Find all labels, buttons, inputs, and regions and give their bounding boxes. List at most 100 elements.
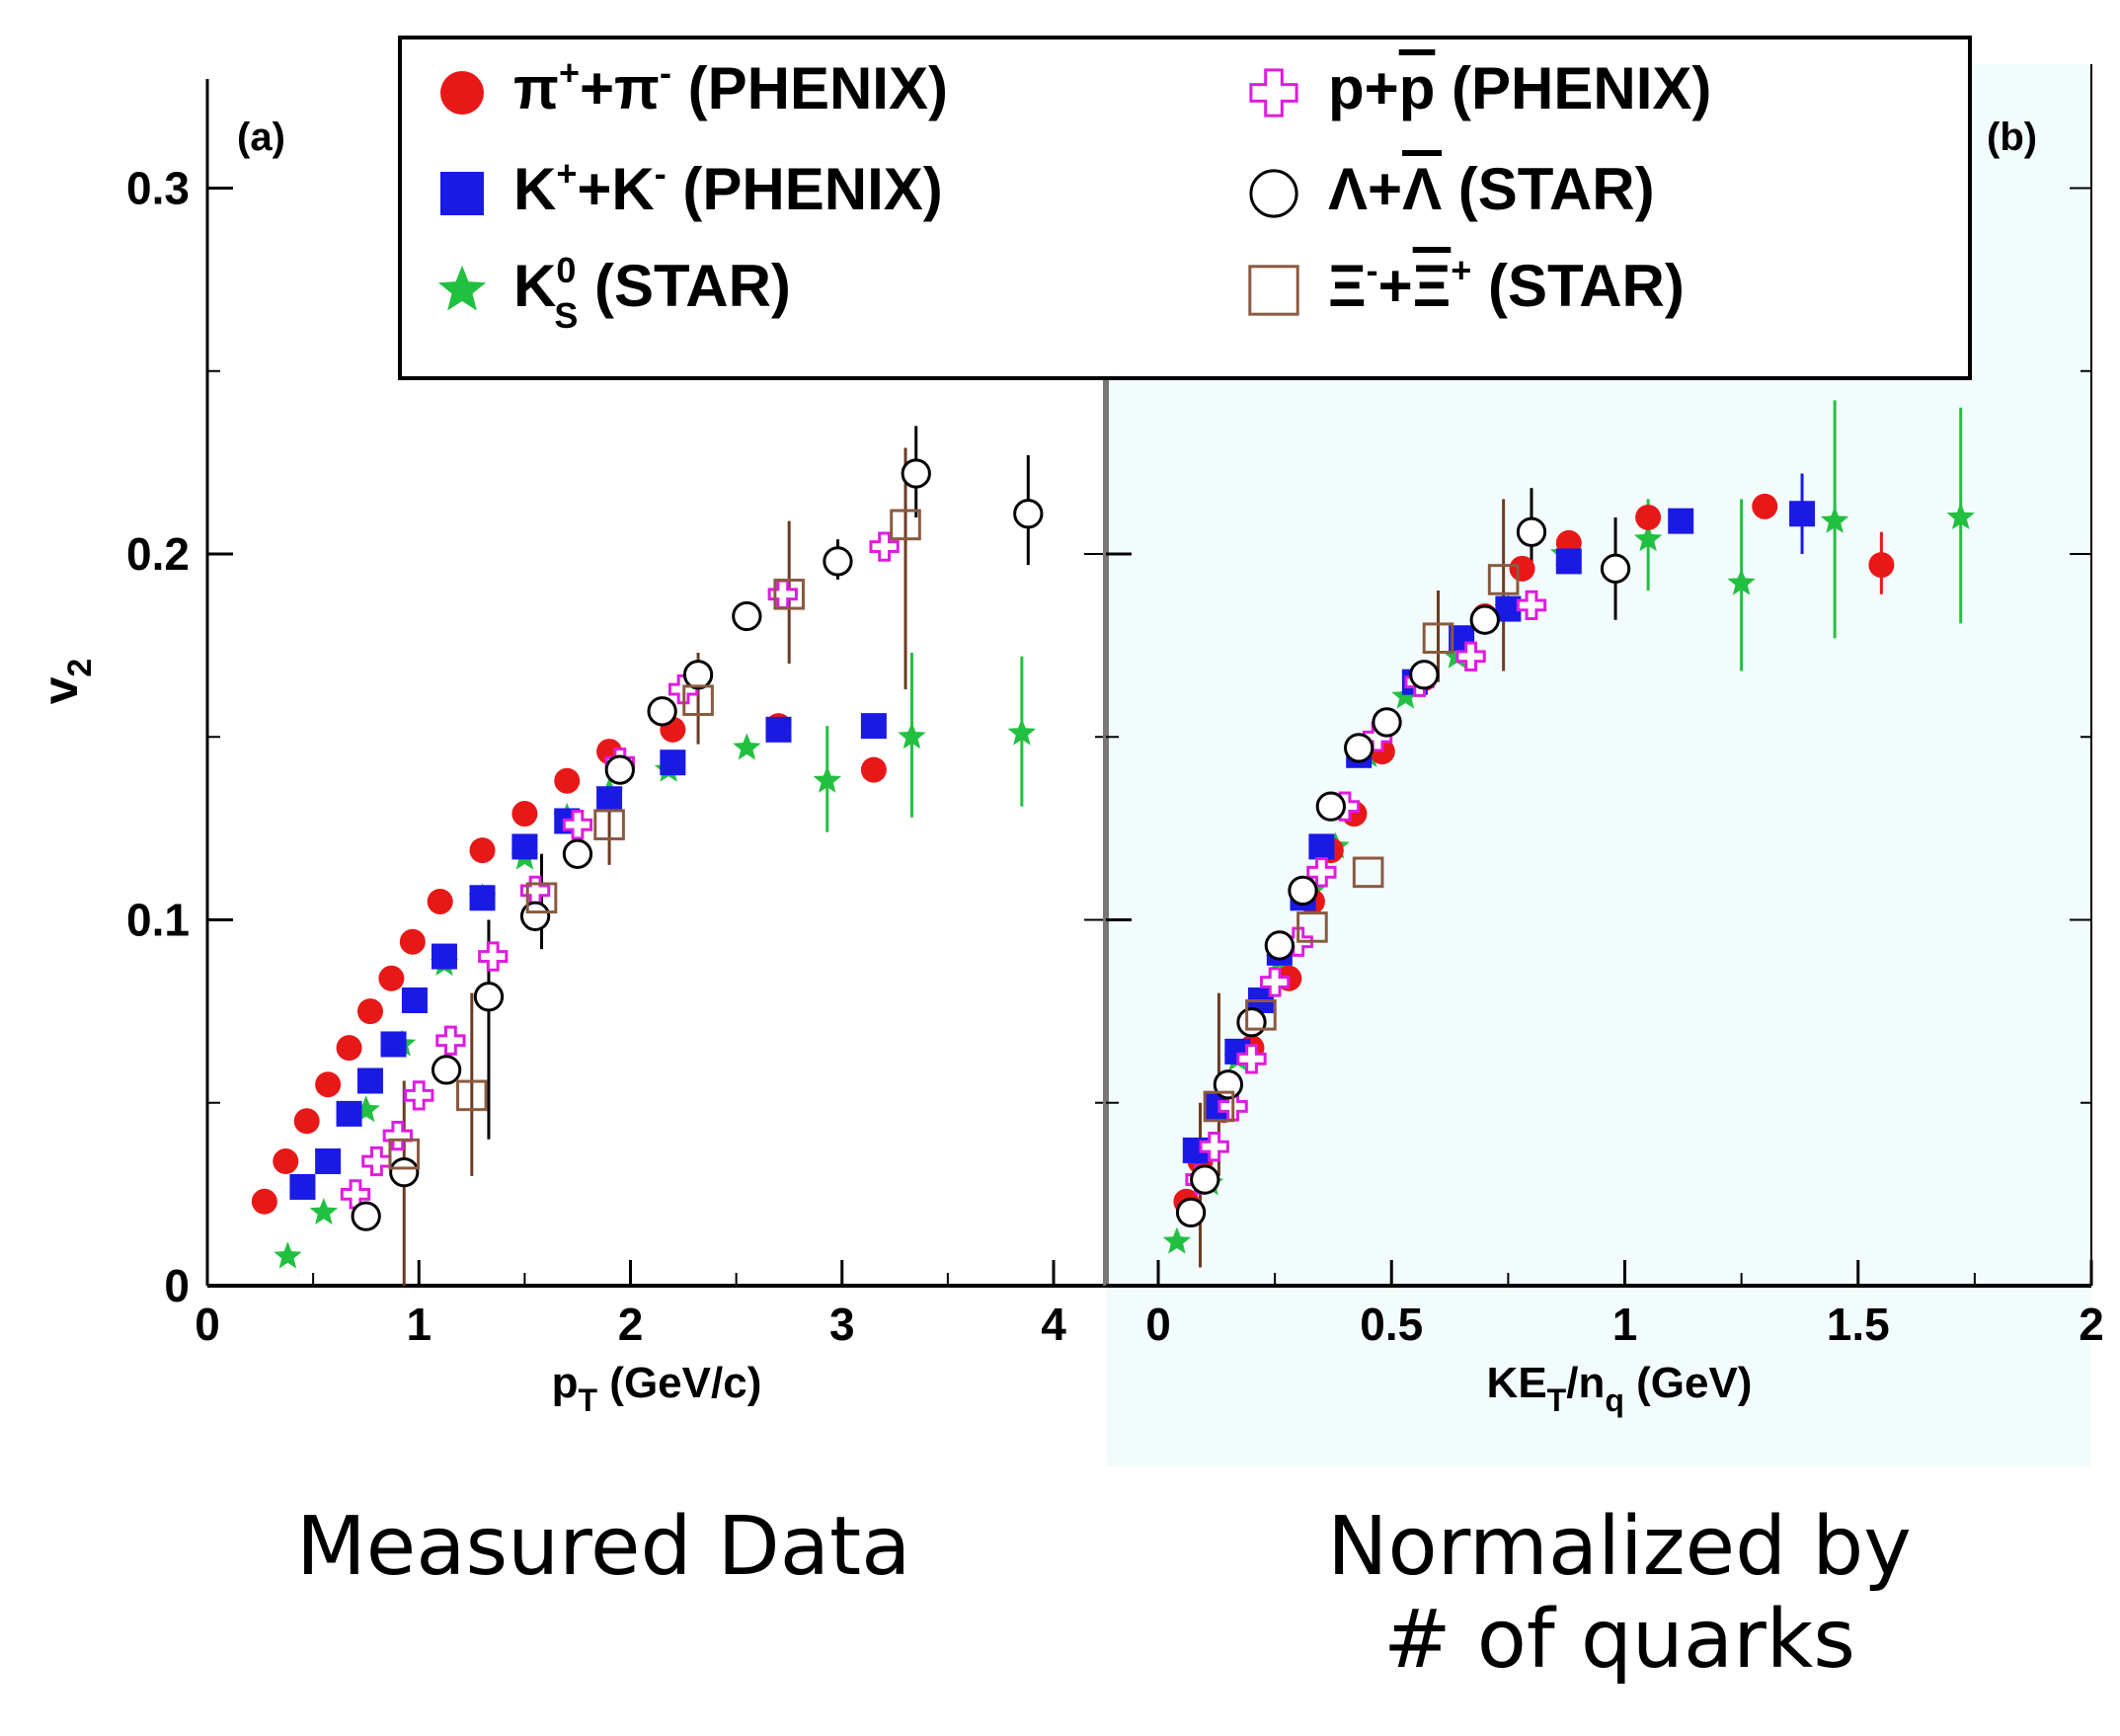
panel-a-ylabel-main: v	[33, 676, 88, 704]
panel-a-point-proton	[767, 579, 798, 609]
panel-a-point-pion	[860, 756, 887, 783]
caption-normalized: Normalized by # of quarks	[1254, 1500, 1985, 1688]
panel-b-xtick-label: 0.5	[1360, 1299, 1423, 1350]
panel-a-xtick-label: 2	[618, 1299, 644, 1350]
panel-b-point-lambda	[1409, 660, 1440, 690]
panel-a-xtick-label: 1	[406, 1299, 432, 1350]
legend-text-mid: +π	[580, 55, 660, 121]
legend-text-post: (STAR)	[1442, 156, 1655, 222]
panel-b-point-kaon	[1668, 508, 1694, 534]
panel-b-point-lambda	[1315, 791, 1346, 822]
panel-b-point-kaon	[1789, 501, 1816, 527]
legend-text-sup2: -	[655, 153, 667, 194]
panel-a-point-lambda	[1013, 499, 1044, 529]
panel-b-point-xi	[1352, 856, 1384, 889]
panel-a-point-lambda	[562, 838, 593, 869]
panel-a-point-lambda	[823, 546, 853, 577]
panel-b-label: (b)	[1987, 116, 2037, 159]
panel-b-point-proton	[1259, 967, 1291, 997]
panel-a-point-pion	[356, 998, 383, 1025]
legend-text-pre: π	[513, 55, 559, 121]
caption-normalized-line1: Normalized by	[1327, 1500, 1912, 1594]
panel-a-ytick-label: 0.3	[126, 163, 190, 214]
panel-a-point-pion	[251, 1188, 277, 1215]
panel-a-point-pion	[554, 767, 581, 794]
panel-a-point-k0s	[898, 722, 926, 750]
panel-a-point-pion	[293, 1108, 320, 1135]
panel-b-point-k0s	[1820, 506, 1849, 533]
panel-a-ylabel: v2	[33, 659, 99, 705]
panel-a-point-xi	[773, 578, 805, 610]
panel-b-point-lambda	[1600, 553, 1631, 584]
panel-b-point-xi	[1245, 999, 1277, 1031]
legend-label-pion: π++π- (PHENIX)	[513, 52, 948, 121]
panel-a-point-k0s	[813, 765, 841, 793]
panel-a-point-k0s	[352, 1095, 380, 1123]
panel-a-point-k0s	[733, 733, 761, 760]
panel-a-point-lambda	[473, 982, 505, 1012]
panel-b-point-lambda	[1264, 930, 1295, 961]
panel-a-point-kaon	[765, 716, 792, 743]
panel-b-xlabel-sub2: q	[1605, 1382, 1624, 1418]
legend-text-overline: Λ	[1402, 156, 1442, 222]
panel-b-point-xi	[1296, 911, 1328, 943]
panel-a-point-xi	[890, 509, 921, 541]
legend-text-sup2: -	[660, 52, 671, 93]
panel-a-point-lambda	[682, 660, 714, 690]
panel-a-point-kaon	[401, 987, 428, 1014]
legend-text-post: (STAR)	[578, 253, 791, 319]
panel-a-point-k0s	[1007, 718, 1037, 746]
panel-a-point-lambda	[732, 600, 762, 632]
panel-b-point-proton	[1236, 1044, 1267, 1074]
legend-label-xi: Ξ-+Ξ+ (STAR)	[1328, 250, 1685, 319]
panel-b-point-xi	[1422, 622, 1454, 655]
legend-text-sup: +	[556, 153, 577, 194]
panel-b-xlabel-main: KE	[1487, 1359, 1547, 1407]
legend-text-pre: Ξ	[1328, 253, 1367, 319]
panel-a-point-xi	[593, 809, 625, 840]
legend-text-sup2: +	[1451, 250, 1471, 290]
legend-label-k0s: K0 S (STAR)	[513, 250, 791, 336]
panel-a-point-pion	[378, 965, 405, 991]
panel-b-point-pion	[1635, 504, 1662, 530]
legend-text-sup: 0	[556, 250, 576, 290]
legend-text-overline: Ξ	[1413, 253, 1452, 319]
panel-b-point-lambda	[1213, 1069, 1244, 1100]
legend-label-proton: p+p (PHENIX)	[1328, 55, 1711, 121]
panel-a-point-proton	[478, 941, 509, 972]
caption-normalized-line2: # of quarks	[1382, 1593, 1856, 1688]
panel-b-point-lambda	[1516, 516, 1547, 547]
panel-b-point-pion	[1868, 552, 1895, 579]
panel-b-point-k0s	[1727, 568, 1756, 595]
legend-text-sub: S	[554, 295, 578, 336]
panel-a-point-lambda	[431, 1055, 462, 1085]
legend-box	[398, 36, 1972, 380]
panel-b-point-lambda	[1372, 707, 1402, 738]
panel-b-xlabel: KET/nq (GeV)	[1487, 1359, 1753, 1418]
panel-a-point-lambda	[604, 754, 635, 785]
panel-b-point-k0s	[1633, 524, 1663, 552]
legend-text-post: (PHENIX)	[667, 156, 943, 222]
legend-text-post: (PHENIX)	[1435, 55, 1711, 121]
panel-b-xtick-label: 0	[1145, 1299, 1171, 1350]
panel-b-point-lambda	[1344, 733, 1374, 763]
panel-b-point-lambda	[1469, 604, 1500, 635]
caption-measured-data: Measured Data	[296, 1500, 911, 1594]
panel-b-point-k0s	[1946, 503, 1975, 529]
panel-a-point-proton	[562, 810, 593, 840]
panel-a-point-xi	[682, 684, 714, 717]
panel-b-point-lambda	[1190, 1164, 1220, 1195]
legend-text-pre: Λ+	[1328, 156, 1402, 222]
panel-a-ytick-label: 0.2	[126, 528, 190, 580]
panel-a-point-kaon	[469, 885, 496, 911]
panel-b-point-lambda	[1288, 875, 1318, 907]
panel-b-xlabel-rest2: (GeV)	[1624, 1359, 1753, 1407]
panel-a-point-kaon	[289, 1173, 316, 1200]
panel-a-point-pion	[336, 1035, 362, 1062]
legend-marker-kaon	[440, 172, 484, 215]
panel-b-xtick-label: 1.5	[1827, 1299, 1890, 1350]
legend-marker-lambda	[1249, 169, 1298, 218]
panel-a-point-pion	[315, 1071, 342, 1098]
panel-a-point-kaon	[660, 750, 686, 776]
